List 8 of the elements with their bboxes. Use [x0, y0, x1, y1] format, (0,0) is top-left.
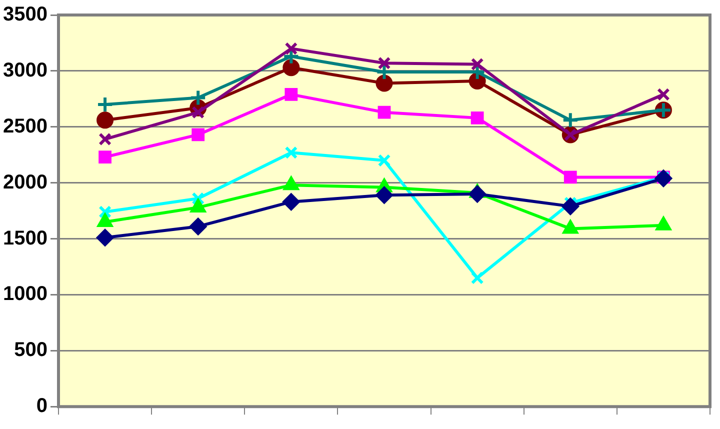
y-tick-label: 1000	[2, 283, 48, 306]
y-tick-label: 1500	[2, 227, 48, 250]
y-tick-label: 0	[36, 395, 48, 418]
y-tick-label: 3000	[2, 59, 48, 82]
y-tick-label: 3500	[2, 4, 48, 26]
y-tick-label: 2500	[2, 115, 48, 138]
y-tick-label: 500	[14, 339, 48, 362]
y-tick-label: 2000	[2, 171, 48, 194]
